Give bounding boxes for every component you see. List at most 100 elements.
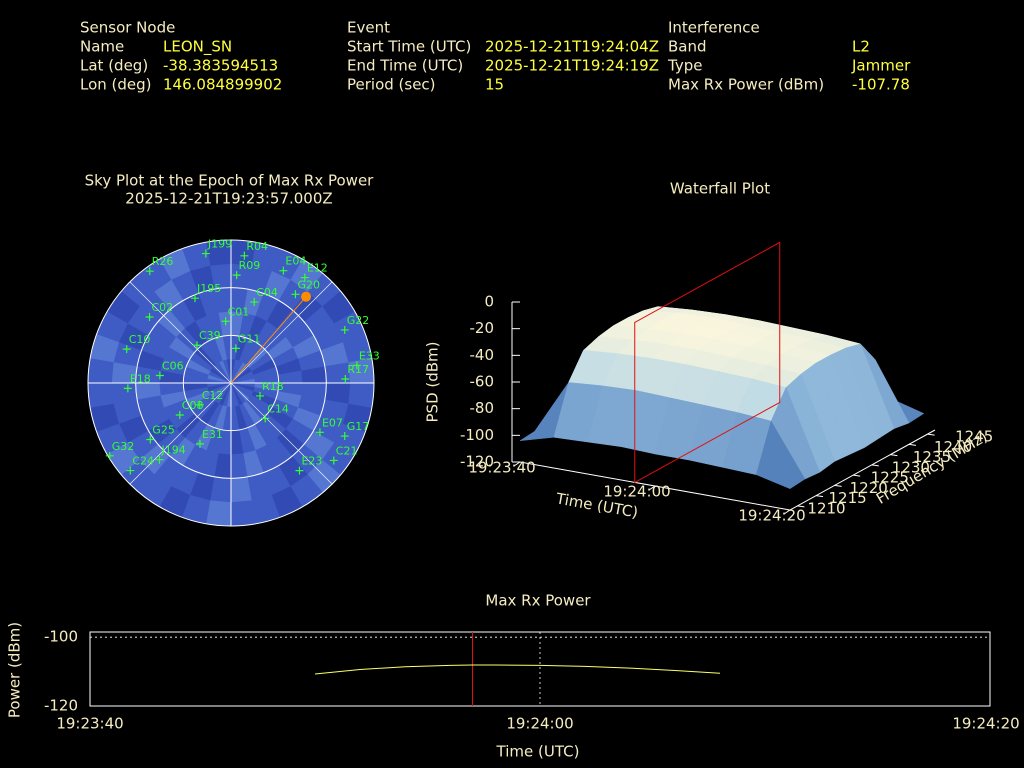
satellite-marker — [221, 317, 230, 326]
satellite-label: R09 — [239, 259, 261, 272]
sky-cell — [348, 358, 374, 383]
satellite-marker — [201, 249, 210, 258]
satellite-label: E07 — [322, 416, 343, 429]
sky-cell — [251, 359, 276, 375]
field-label: Type — [667, 57, 702, 75]
sky-cell — [160, 391, 187, 408]
sky-cell — [183, 293, 207, 322]
x-tick-label: 19:24:20 — [952, 715, 1019, 733]
satellite-marker — [123, 384, 132, 393]
satellite-label: G22 — [347, 314, 370, 327]
y-tick-label: 1220 — [850, 479, 888, 497]
chart-title: Waterfall Plot — [670, 180, 770, 198]
satellite-marker — [250, 298, 259, 307]
x-tick — [648, 485, 656, 491]
section-title: Interference — [668, 19, 760, 37]
sky-cell — [148, 418, 177, 445]
satellite-marker — [279, 266, 288, 275]
chart-title: Sky Plot at the Epoch of Max Rx Power — [85, 172, 375, 190]
satellite-label: C02 — [152, 301, 174, 314]
satellite-label: C06 — [162, 360, 184, 373]
sky-cell — [292, 407, 321, 431]
field-value: -107.78 — [852, 76, 910, 94]
satellite-marker — [175, 410, 184, 419]
satellite-marker — [240, 251, 249, 260]
sky-cell — [290, 259, 323, 292]
sky-cell — [231, 359, 236, 383]
sky-cell — [219, 383, 231, 406]
sky-cell — [278, 456, 308, 487]
sky-cell — [214, 453, 231, 479]
satellite-marker — [190, 294, 199, 303]
sky-cell — [231, 383, 243, 406]
satellite-label: E18 — [130, 372, 151, 385]
satellite-marker — [315, 428, 324, 437]
y-tick — [834, 484, 842, 487]
sky-cell — [231, 378, 255, 383]
sky-cell — [185, 321, 208, 347]
y-tick-label: 1245 — [955, 428, 993, 446]
sky-cell — [271, 486, 303, 518]
sky-cell — [169, 337, 195, 360]
sky-cell — [247, 424, 267, 451]
sky-cell — [210, 367, 231, 383]
satellite-label: R04 — [246, 240, 268, 253]
field-value: 146.084899902 — [163, 76, 282, 94]
jammer-bearing — [230, 296, 307, 384]
satellite-marker — [256, 391, 265, 400]
satellite-label: C01 — [228, 305, 250, 318]
section-title: Sensor Node — [80, 19, 175, 37]
sky-cell — [169, 437, 196, 466]
satellite-label: J194 — [160, 444, 185, 457]
satellite-label: C04 — [256, 286, 278, 299]
satellite-marker — [231, 344, 240, 353]
surface-patch — [756, 420, 806, 489]
satellite-label: G25 — [152, 424, 175, 437]
satellite-label: R17 — [347, 363, 369, 376]
satellite-marker — [155, 371, 164, 380]
sky-cell — [186, 391, 211, 407]
satellite-marker — [146, 435, 155, 444]
y-tick — [853, 474, 861, 477]
field-value: LEON_SN — [163, 38, 232, 57]
satellite-marker — [352, 361, 361, 370]
y-tick — [797, 505, 805, 508]
y-tick-label: -120 — [44, 697, 78, 715]
y-tick — [908, 443, 917, 446]
field-value: 2025-12-21T19:24:04Z — [485, 38, 659, 56]
chart-title: Max Rx Power — [485, 592, 591, 610]
satellite-marker — [261, 414, 270, 423]
sky-cell — [231, 240, 256, 266]
sky-cell — [263, 271, 291, 301]
satellite-label: C39 — [199, 329, 221, 342]
sky-cell — [207, 383, 231, 392]
y-tick-label: 1210 — [807, 499, 845, 517]
sky-cell — [107, 291, 140, 324]
satellite-marker — [329, 456, 338, 465]
satellite-label: E04 — [285, 255, 306, 268]
sky-cell — [304, 430, 335, 460]
x-tick — [783, 509, 791, 515]
y-tick — [815, 495, 824, 498]
y-tick-label: 1225 — [871, 469, 909, 487]
chart-subtitle: 2025-12-21T19:23:57.000Z — [125, 190, 332, 208]
sky-cell — [90, 334, 119, 363]
satellite-marker — [340, 325, 349, 334]
sky-cell — [254, 383, 279, 392]
satellite-label: G20 — [297, 278, 320, 291]
sky-cell — [214, 405, 227, 430]
power-line — [314, 664, 721, 675]
satellite-label: C12 — [202, 389, 224, 402]
frequency-axis — [789, 429, 936, 511]
sky-cell — [301, 366, 327, 383]
x-tick-label: 19:24:20 — [738, 507, 805, 525]
sky-cell — [207, 374, 231, 383]
field-label: Lat (deg) — [80, 57, 148, 75]
epoch-plane — [634, 241, 781, 484]
field-value: 2025-12-21T19:24:19Z — [485, 57, 659, 75]
sky-cell — [322, 291, 355, 324]
z-tick-label: -120 — [460, 453, 494, 471]
satellite-marker — [155, 455, 164, 464]
sky-cell — [235, 336, 248, 361]
